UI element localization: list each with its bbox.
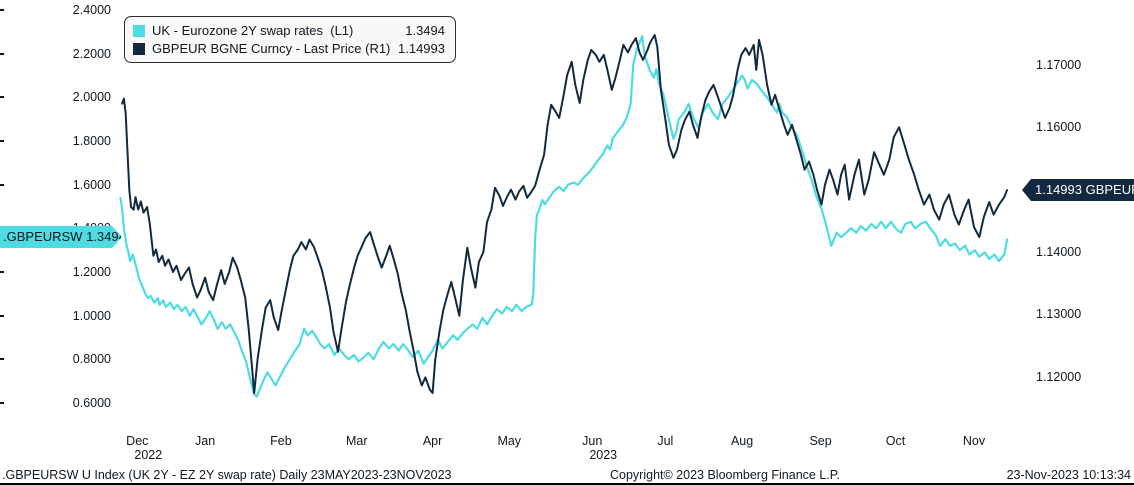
left-axis-tick-mark — [0, 358, 4, 361]
legend-label: GBPEUR BGNE Curncy - Last Price (R1) — [152, 40, 391, 56]
legend-panel[interactable]: UK - Eurozone 2Y swap rates (L1) 1.3494 … — [124, 16, 456, 63]
left-axis-tick-mark — [0, 183, 4, 186]
left-axis-tick-label: 1.6000 — [72, 177, 111, 192]
x-axis-month-label: Jan — [195, 434, 216, 448]
x-axis-month-label: Aug — [730, 434, 754, 448]
x-axis-month-label: Jun — [582, 434, 603, 448]
footer-ticker-description: .GBPEURSW U Index (UK 2Y - EZ 2Y swap ra… — [2, 468, 452, 482]
right-axis-tick-label: 1.14000 — [1036, 245, 1082, 260]
footer-copyright: Copyright© 2023 Bloomberg Finance L.P. — [610, 468, 840, 482]
legend-item-gbpeur[interactable]: GBPEUR BGNE Curncy - Last Price (R1) 1.1… — [133, 41, 445, 57]
series-line-swap-rates — [119, 35, 1009, 398]
x-axis-month-label: May — [497, 434, 522, 448]
right-axis-tick-label: 1.17000 — [1036, 57, 1082, 72]
gbpeur-last-value-tag[interactable]: 1.14993 GBPEUR — [1022, 179, 1134, 201]
left-axis-tick-label: 2.4000 — [72, 3, 111, 17]
legend-item-swap-rates[interactable]: UK - Eurozone 2Y swap rates (L1) 1.3494 — [133, 23, 445, 39]
left-axis-tick-mark — [0, 271, 4, 273]
legend-value: 1.3494 — [405, 22, 445, 38]
left-axis-tick-mark — [0, 96, 4, 99]
right-axis-tick-label: 1.13000 — [1036, 307, 1082, 322]
x-axis-year-label: 2023 — [589, 448, 618, 462]
left-axis-tick-mark — [0, 52, 4, 55]
footer-timestamp: 23-Nov-2023 10:13:34 — [1006, 468, 1131, 482]
left-axis-tick-label: 2.2000 — [72, 46, 111, 61]
gbpeur-swatch-icon — [133, 42, 145, 55]
right-axis-tick-label: 1.12000 — [1036, 369, 1082, 384]
legend-value: 1.14993 — [398, 40, 445, 56]
swap-rate-last-value-tag[interactable]: .GBPEURSW 1.3494 — [0, 226, 122, 248]
left-axis-tick-mark — [0, 9, 4, 11]
left-axis-tick-label: 1.8000 — [72, 134, 111, 148]
series-line-gbpeur — [121, 34, 1008, 394]
x-axis-month-label: Dec — [126, 434, 149, 448]
x-axis-month-label: Nov — [962, 434, 986, 448]
x-axis-month-label: Oct — [885, 434, 906, 448]
left-axis-tick-mark — [0, 314, 4, 317]
left-axis-tick-label: 0.8000 — [72, 352, 111, 367]
left-axis-tick-label: 1.2000 — [72, 265, 111, 279]
x-axis-year-label: 2022 — [134, 448, 163, 462]
swap-rates-swatch-icon — [133, 24, 145, 37]
left-axis-tick-mark — [0, 402, 4, 404]
x-axis-month-label: Sep — [809, 434, 832, 448]
left-axis-tick-label: 2.0000 — [72, 90, 111, 105]
left-axis-tick-label: 0.6000 — [72, 396, 111, 410]
x-axis-month-label: Mar — [345, 434, 368, 448]
right-axis-tick-label: 1.16000 — [1036, 120, 1082, 135]
x-axis-month-label: Feb — [270, 434, 292, 448]
left-axis-tick-mark — [0, 140, 4, 142]
x-axis-month-label: Apr — [422, 434, 443, 448]
x-axis-month-label: Jul — [657, 434, 674, 448]
left-axis-tick-label: 1.0000 — [72, 308, 111, 323]
legend-label: UK - Eurozone 2Y swap rates (L1) — [152, 22, 354, 38]
